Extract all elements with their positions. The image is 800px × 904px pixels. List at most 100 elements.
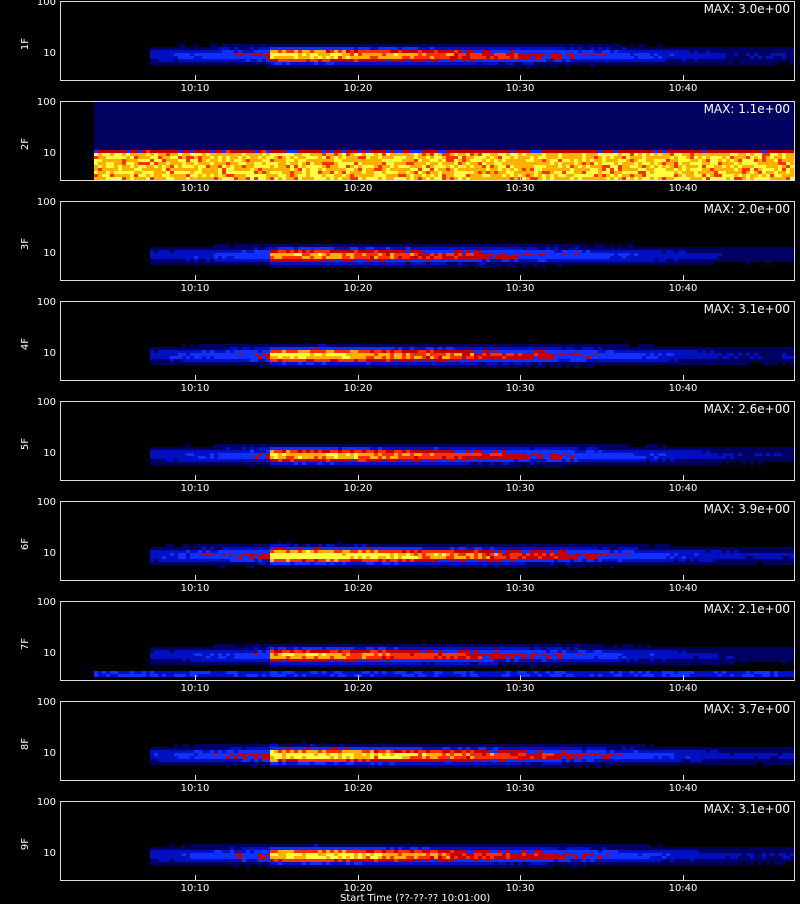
y-tick-label: 10 [43,248,56,260]
x-tick-label: 10:30 [505,583,535,594]
panel-max-label: MAX: 1.1e+00 [703,102,790,116]
x-tick-label: 10:10 [180,683,210,694]
x-tick-mark [358,275,359,281]
x-tick-label: 10:20 [343,883,373,894]
x-tick-mark [195,275,196,281]
x-tick-label: 10:20 [343,183,373,194]
x-tick-label: 10:40 [668,283,698,294]
x-tick-label: 10:20 [343,483,373,494]
spectrogram-plot-area [60,201,795,281]
spectrogram-plot-area [60,1,795,81]
x-tick-mark [683,775,684,781]
spectrogram-plot-area [60,501,795,581]
y-tick-label: 100 [36,197,56,209]
x-tick-mark [358,575,359,581]
x-tick-mark [358,775,359,781]
x-tick-mark [520,675,521,681]
spectrogram-image [94,702,794,780]
x-tick-label: 10:40 [668,183,698,194]
panel-y-label: 8F [20,737,31,751]
x-tick-mark [358,475,359,481]
x-tick-mark [358,75,359,81]
x-tick-label: 10:40 [668,783,698,794]
x-tick-label: 10:10 [180,483,210,494]
x-tick-mark [683,175,684,181]
x-tick-mark [683,75,684,81]
spectrogram-plot-area [60,301,795,381]
spectrogram-plot-area [60,801,795,881]
spectrogram-image [94,502,794,580]
x-tick-label: 10:20 [343,283,373,294]
panel-y-label: 9F [20,837,31,851]
y-tick-label: 100 [36,297,56,309]
x-tick-label: 10:40 [668,383,698,394]
x-tick-mark [195,475,196,481]
spectrogram-panel: 3F 10 100 MAX: 2.0e+00 10:10 10:20 10:30 10:40 [0,197,800,300]
spectrogram-image [94,402,794,480]
x-tick-mark [195,375,196,381]
panel-y-label: 5F [20,437,31,451]
panel-max-label: MAX: 3.1e+00 [703,802,790,816]
x-tick-mark [683,475,684,481]
x-tick-label: 10:10 [180,383,210,394]
x-tick-label: 10:10 [180,883,210,894]
x-tick-mark [358,175,359,181]
x-tick-mark [195,875,196,881]
y-tick-label: 10 [43,348,56,360]
panel-max-label: MAX: 3.7e+00 [703,702,790,716]
x-tick-label: 10:40 [668,883,698,894]
panel-y-label: 3F [20,237,31,251]
x-tick-mark [520,375,521,381]
spectrogram-plot-area [60,401,795,481]
x-tick-mark [195,575,196,581]
panel-y-label: 7F [20,637,31,651]
spectrogram-plot-area [60,601,795,681]
x-tick-mark [195,775,196,781]
spectrogram-panel: 7F 10 100 MAX: 2.1e+00 10:10 10:20 10:30 10:40 [0,597,800,700]
spectrogram-panel: 6F 10 100 MAX: 3.9e+00 10:10 10:20 10:30 10:40 [0,497,800,600]
spectrogram-panel: 2F 10 100 MAX: 1.1e+00 10:10 10:20 10:30 10:40 [0,97,800,200]
x-tick-mark [520,775,521,781]
spectrogram-image [94,102,794,180]
panel-max-label: MAX: 3.0e+00 [703,2,790,16]
x-tick-label: 10:30 [505,83,535,94]
x-tick-mark [358,675,359,681]
panel-max-label: MAX: 2.6e+00 [703,402,790,416]
x-tick-mark [520,75,521,81]
x-tick-label: 10:40 [668,683,698,694]
y-tick-label: 10 [43,448,56,460]
x-tick-label: 10:40 [668,583,698,594]
x-tick-label: 10:30 [505,383,535,394]
y-tick-label: 100 [36,597,56,609]
x-tick-label: 10:20 [343,783,373,794]
panel-y-label: 1F [20,37,31,51]
x-tick-label: 10:30 [505,183,535,194]
panel-y-label: 2F [20,137,31,151]
x-tick-mark [683,375,684,381]
y-tick-label: 10 [43,748,56,760]
x-tick-label: 10:40 [668,483,698,494]
x-tick-label: 10:30 [505,483,535,494]
spectrogram-panel: 1F 10 100 MAX: 3.0e+00 10:10 10:20 10:30 10:40 [0,0,800,100]
panel-max-label: MAX: 2.0e+00 [703,202,790,216]
panel-max-label: MAX: 3.1e+00 [703,302,790,316]
panel-y-label: 6F [20,537,31,551]
x-tick-mark [683,675,684,681]
panel-max-label: MAX: 3.9e+00 [703,502,790,516]
x-tick-mark [358,375,359,381]
x-tick-mark [520,575,521,581]
x-tick-label: 10:30 [505,683,535,694]
spectrogram-image [94,2,794,80]
x-tick-label: 10:20 [343,383,373,394]
x-tick-label: 10:20 [343,683,373,694]
x-tick-label: 10:10 [180,783,210,794]
x-tick-label: 10:30 [505,783,535,794]
spectrogram-image [94,202,794,280]
y-tick-label: 10 [43,48,56,60]
x-tick-label: 10:20 [343,83,373,94]
x-axis-title: Start Time (??-??-?? 10:01:00) [340,893,491,904]
x-tick-mark [520,875,521,881]
x-tick-label: 10:10 [180,83,210,94]
spectrogram-plot-area [60,101,795,181]
